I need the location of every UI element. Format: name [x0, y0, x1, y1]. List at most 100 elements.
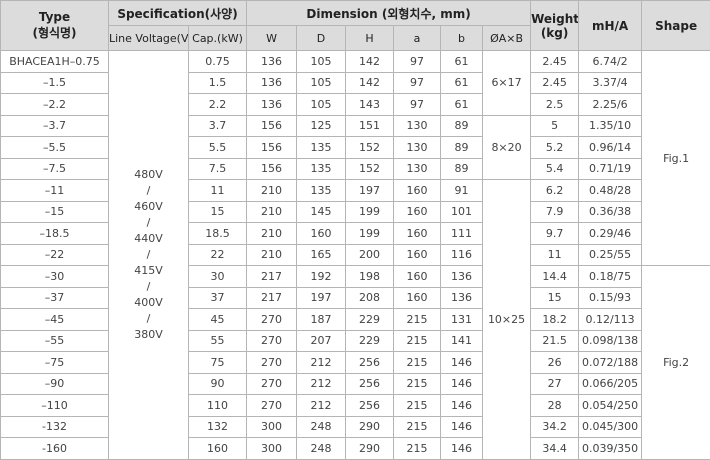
- cell: 7.9: [531, 201, 579, 223]
- cell: 2.45: [531, 72, 579, 94]
- cell: 135: [297, 180, 346, 202]
- cell: 15: [189, 201, 247, 223]
- header-cell: Dimension (외형치수, mm): [247, 1, 531, 26]
- cell: 207: [297, 330, 346, 352]
- cell: 142: [346, 72, 394, 94]
- cell: 0.71/19: [579, 158, 642, 180]
- cell: 256: [346, 395, 394, 417]
- cell: 160: [189, 438, 247, 460]
- cell: 217: [247, 266, 297, 288]
- cell: –7.5: [1, 158, 109, 180]
- header-cell: W: [247, 26, 297, 51]
- cell: 217: [247, 287, 297, 309]
- cell: 89: [441, 137, 483, 159]
- cell: 135: [297, 158, 346, 180]
- voltage-text: 415V: [109, 263, 188, 279]
- cell: 270: [247, 352, 297, 374]
- cell: 270: [247, 330, 297, 352]
- cell: 11: [189, 180, 247, 202]
- cell: 101: [441, 201, 483, 223]
- cell: –37: [1, 287, 109, 309]
- cell: 156: [247, 137, 297, 159]
- cell: 89: [441, 115, 483, 137]
- cell: 0.15/93: [579, 287, 642, 309]
- header-cell: Shape: [642, 1, 710, 51]
- cell: 136: [441, 266, 483, 288]
- cell: 141: [441, 330, 483, 352]
- voltage-cell: 480V/460V/440V/415V/400V/380V: [109, 51, 189, 460]
- cell: 198: [346, 266, 394, 288]
- cell: 3.37/4: [579, 72, 642, 94]
- cell: –1.5: [1, 72, 109, 94]
- cell: 110: [189, 395, 247, 417]
- cell: 142: [346, 51, 394, 73]
- header-cell: Type(형식명): [1, 1, 109, 51]
- cell: 160: [394, 201, 441, 223]
- cell: 97: [394, 72, 441, 94]
- cell: 5.4: [531, 158, 579, 180]
- cell: 0.12/113: [579, 309, 642, 331]
- cell: 0.039/350: [579, 438, 642, 460]
- header-cell: D: [297, 26, 346, 51]
- cell: –90: [1, 373, 109, 395]
- cell: 21.5: [531, 330, 579, 352]
- cell: 55: [189, 330, 247, 352]
- cell: –18.5: [1, 223, 109, 245]
- cell: 14.4: [531, 266, 579, 288]
- cell: –2.2: [1, 94, 109, 116]
- hole-cell: 8×20: [483, 115, 531, 180]
- cell: 0.25/55: [579, 244, 642, 266]
- cell: 215: [394, 330, 441, 352]
- cell: 197: [346, 180, 394, 202]
- voltage-text: 460V: [109, 199, 188, 215]
- header-cell: b: [441, 26, 483, 51]
- cell: 160: [394, 287, 441, 309]
- cell: 215: [394, 309, 441, 331]
- voltage-text: 400V: [109, 295, 188, 311]
- voltage-text: /: [109, 311, 188, 327]
- cell: 145: [297, 201, 346, 223]
- cell: 2.2: [189, 94, 247, 116]
- cell: 136: [247, 94, 297, 116]
- cell: 156: [247, 115, 297, 137]
- cell: 215: [394, 438, 441, 460]
- cell: 229: [346, 309, 394, 331]
- header-text: Weight: [531, 12, 578, 26]
- cell: 0.045/300: [579, 416, 642, 438]
- voltage-text: /: [109, 183, 188, 199]
- cell: 27: [531, 373, 579, 395]
- cell: 61: [441, 51, 483, 73]
- cell: 256: [346, 373, 394, 395]
- cell: 28: [531, 395, 579, 417]
- cell: –55: [1, 330, 109, 352]
- cell: 37: [189, 287, 247, 309]
- header-cell: Line Voltage(V): [109, 26, 189, 51]
- cell: 5.5: [189, 137, 247, 159]
- cell: –110: [1, 395, 109, 417]
- cell: 0.36/38: [579, 201, 642, 223]
- cell: 105: [297, 72, 346, 94]
- hole-cell: 10×25: [483, 180, 531, 460]
- cell: 200: [346, 244, 394, 266]
- shape-cell: Fig.2: [642, 266, 710, 460]
- cell: 3.7: [189, 115, 247, 137]
- header-cell: Weight(kg): [531, 1, 579, 51]
- cell: 45: [189, 309, 247, 331]
- cell: 156: [247, 158, 297, 180]
- cell: 0.96/14: [579, 137, 642, 159]
- cell: 212: [297, 373, 346, 395]
- cell: 0.054/250: [579, 395, 642, 417]
- cell: 34.2: [531, 416, 579, 438]
- cell: 136: [247, 72, 297, 94]
- cell: 270: [247, 373, 297, 395]
- cell: 105: [297, 94, 346, 116]
